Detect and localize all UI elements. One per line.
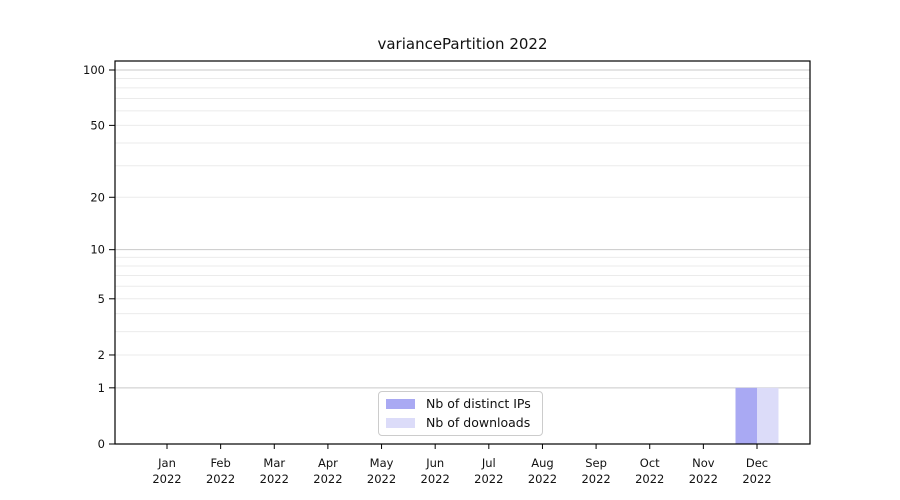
x-tick-label-month: May xyxy=(370,456,394,470)
y-tick-label: 50 xyxy=(90,118,105,132)
chart-title: variancePartition 2022 xyxy=(377,35,548,53)
y-tick-label: 2 xyxy=(98,348,105,362)
x-tick-label-year: 2022 xyxy=(635,472,664,486)
x-tick-label-year: 2022 xyxy=(152,472,181,486)
y-tick-label: 1 xyxy=(98,381,105,395)
x-tick-label-year: 2022 xyxy=(367,472,396,486)
x-tick-label-month: Dec xyxy=(746,456,768,470)
x-tick-label-year: 2022 xyxy=(689,472,718,486)
bar-dec-downloads xyxy=(757,387,779,444)
plot-frame xyxy=(114,60,811,445)
x-tick-label-year: 2022 xyxy=(474,472,503,486)
bar-dec-distinct-ips xyxy=(735,387,757,444)
x-tick-label-year: 2022 xyxy=(421,472,450,486)
legend-item-distinct-ips: Nb of distinct IPs xyxy=(386,395,534,413)
legend-item-downloads: Nb of downloads xyxy=(386,414,534,432)
y-tick-label: 10 xyxy=(90,243,105,257)
x-tick-label-year: 2022 xyxy=(260,472,289,486)
x-tick-label-month: Nov xyxy=(692,456,715,470)
x-tick-label-year: 2022 xyxy=(206,472,235,486)
x-tick-label-year: 2022 xyxy=(528,472,557,486)
downloads-swatch xyxy=(386,417,415,428)
y-tick-label: 100 xyxy=(83,63,105,77)
x-tick-label-year: 2022 xyxy=(581,472,610,486)
x-tick-label-year: 2022 xyxy=(313,472,342,486)
x-tick-label-month: Sep xyxy=(585,456,607,470)
x-tick-label-month: Jun xyxy=(425,456,444,470)
x-tick-label-month: Jul xyxy=(481,456,496,470)
x-tick-label-month: Aug xyxy=(531,456,553,470)
x-tick-label-month: Feb xyxy=(210,456,230,470)
y-tick-label: 0 xyxy=(98,437,105,451)
y-tick-label: 20 xyxy=(90,190,105,204)
x-tick-label-month: Oct xyxy=(640,456,660,470)
x-tick-label-year: 2022 xyxy=(742,472,771,486)
x-tick-label-month: Jan xyxy=(157,456,176,470)
distinct-ips-swatch xyxy=(386,399,415,410)
legend-label-downloads: Nb of downloads xyxy=(426,414,531,430)
legend: Nb of distinct IPs Nb of downloads xyxy=(378,391,543,436)
legend-label-distinct-ips: Nb of distinct IPs xyxy=(426,396,531,411)
y-tick-label: 5 xyxy=(98,292,105,306)
x-tick-label-month: Apr xyxy=(318,456,338,470)
x-tick-label-month: Mar xyxy=(263,456,285,470)
